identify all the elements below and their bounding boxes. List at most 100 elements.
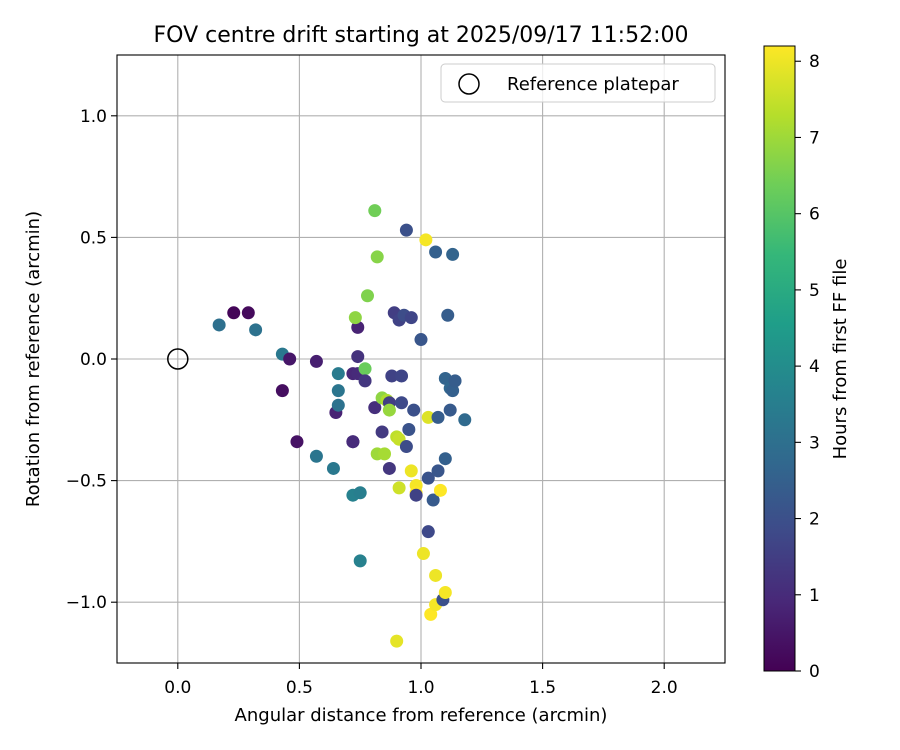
scatter-point: [346, 435, 360, 449]
reference-platepar-marker: [167, 348, 189, 370]
scatter-point: [438, 371, 452, 385]
scatter-point: [375, 425, 389, 439]
colorbar-tick-label: 4: [809, 357, 820, 377]
scatter-point: [438, 452, 452, 466]
scatter-point: [275, 384, 289, 398]
scatter-point: [429, 568, 443, 582]
colorbar-tick-label: 3: [809, 433, 820, 453]
scatter-point: [421, 471, 435, 485]
scatter-point: [326, 461, 340, 475]
colorbar: 0 1 2 3 4 5 6 7 8 Hours from first FF file: [763, 45, 851, 682]
scatter-point: [399, 223, 413, 237]
x-tick-label: 1.5: [529, 678, 556, 698]
y-axis-label: Rotation from reference (arcmin): [23, 211, 44, 507]
colorbar-tick-label: 8: [809, 52, 820, 72]
scatter-point: [360, 289, 374, 303]
scatter-point: [431, 464, 445, 478]
colorbar-tick-label: 5: [809, 281, 820, 301]
scatter-point: [212, 318, 226, 332]
y-tick-label: −1.0: [66, 593, 107, 613]
colorbar-frame: [763, 45, 796, 672]
y-tick-label: −0.5: [66, 472, 107, 492]
scatter-point: [385, 369, 399, 383]
y-tick-label: 0.5: [80, 228, 107, 248]
scatter-point: [348, 311, 362, 325]
colorbar-tick-label: 7: [809, 128, 820, 148]
scatter-point: [351, 350, 365, 364]
scatter-point: [378, 447, 392, 461]
scatter-point: [426, 493, 440, 507]
x-tick-label: 0.0: [164, 678, 191, 698]
colorbar-tick-label: 0: [809, 662, 820, 682]
scatter-point: [392, 481, 406, 495]
scatter-point: [368, 204, 382, 218]
legend-reference-label: Reference platepar: [507, 74, 679, 95]
scatter-point: [429, 245, 443, 259]
scatter-point: [241, 306, 255, 320]
scatter-point: [409, 488, 423, 502]
x-tick-label: 0.5: [286, 678, 313, 698]
scatter-point: [331, 384, 345, 398]
scatter-point: [448, 374, 462, 388]
y-axis-ticks: 1.0 0.5 0.0 −0.5 −1.0: [66, 107, 117, 613]
scatter-point: [446, 247, 460, 261]
scatter-point: [404, 311, 418, 325]
scatter-point: [353, 486, 367, 500]
scatter-point: [399, 440, 413, 454]
y-tick-label: 0.0: [80, 350, 107, 370]
colorbar-tick-label: 6: [809, 205, 820, 225]
scatter-point: [443, 403, 457, 417]
scatter-point: [227, 306, 241, 320]
scatter-point: [421, 410, 435, 424]
colorbar-ticks: 0 1 2 3 4 5 6 7 8: [795, 52, 820, 682]
scatter-point: [249, 323, 263, 337]
scatter-point: [353, 554, 367, 568]
reference-layer: [167, 348, 189, 370]
scatter-point: [309, 354, 323, 368]
y-tick-label: 1.0: [80, 107, 107, 127]
scatter-point: [424, 607, 438, 621]
legend-reference-marker: [458, 73, 480, 95]
scatter-point: [446, 384, 460, 398]
scatter-point: [407, 403, 421, 417]
scatter-point: [414, 333, 428, 347]
scatter-point: [395, 396, 409, 410]
scatter-point: [351, 320, 365, 334]
scatter-point: [283, 352, 297, 366]
x-tick-label: 1.0: [407, 678, 434, 698]
scatter-point: [438, 585, 452, 599]
scatter-point: [433, 483, 447, 497]
scatter-point: [402, 423, 416, 437]
scatter-point: [368, 401, 382, 415]
legend: Reference platepar: [440, 63, 716, 103]
colorbar-label: Hours from first FF file: [830, 259, 851, 460]
scatter-point: [458, 413, 472, 427]
scatter-point: [441, 308, 455, 322]
scatter-point: [416, 547, 430, 561]
scatter-point: [309, 449, 323, 463]
grid: [117, 55, 725, 663]
colorbar-tick-label: 1: [809, 586, 820, 606]
chart-title: FOV centre drift starting at 2025/09/17 …: [154, 23, 689, 48]
scatter-point: [358, 362, 372, 376]
scatter-point: [419, 233, 433, 247]
scatter-point: [421, 525, 435, 539]
legend-box: [440, 63, 716, 103]
x-tick-label: 2.0: [651, 678, 678, 698]
scatter-point: [370, 250, 384, 264]
scatter-point: [290, 435, 304, 449]
data-points: [212, 204, 472, 648]
x-axis-label: Angular distance from reference (arcmin): [235, 705, 608, 726]
scatter-point: [404, 464, 418, 478]
colorbar-gradient: [764, 46, 795, 671]
scatter-point: [390, 634, 404, 648]
scatter-point: [331, 367, 345, 381]
x-axis-ticks: 0.0 0.5 1.0 1.5 2.0: [164, 663, 678, 698]
scatter-point: [431, 410, 445, 424]
colorbar-tick-label: 2: [809, 510, 820, 530]
scatter-point: [358, 374, 372, 388]
scatter-point: [382, 461, 396, 475]
scatter-point: [331, 398, 345, 412]
scatter-point: [395, 369, 409, 383]
